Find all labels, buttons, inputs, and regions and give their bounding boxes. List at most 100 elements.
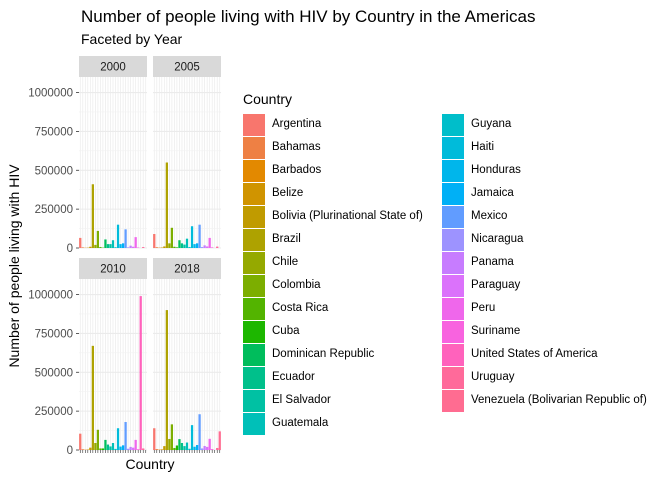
- bar-25: [139, 296, 142, 450]
- legend-swatch: [243, 160, 265, 182]
- legend-label: Honduras: [471, 164, 521, 176]
- bar-7: [168, 438, 171, 450]
- legend-swatch: [243, 344, 265, 366]
- bar-26: [216, 246, 219, 248]
- bar-24: [211, 247, 214, 248]
- bar-4: [160, 449, 163, 450]
- bar-27: [218, 431, 221, 450]
- legend-swatch: [243, 390, 265, 412]
- y-tick-label: 1000000: [28, 88, 73, 100]
- bar-20: [126, 247, 130, 248]
- bar-16: [190, 425, 194, 450]
- y-tick-label: 0: [67, 445, 73, 457]
- bar-1: [153, 428, 156, 450]
- bar-22: [132, 447, 135, 450]
- bar-1: [79, 237, 82, 248]
- chart-title: Number of people living with HIV by Coun…: [81, 7, 536, 26]
- bar-18: [195, 445, 199, 450]
- facet-strip: [153, 258, 221, 279]
- legend-swatch: [442, 367, 464, 389]
- bar-6: [165, 310, 168, 450]
- bar-20: [200, 448, 204, 450]
- legend-swatch: [442, 160, 464, 182]
- bar-18: [121, 445, 125, 450]
- bar-1: [153, 234, 156, 248]
- legend-label: Dominican Republic: [272, 348, 375, 360]
- bar-8: [170, 424, 174, 450]
- legend-swatch: [442, 114, 464, 136]
- bar-23: [208, 237, 211, 248]
- bar-16: [190, 226, 194, 248]
- bar-1: [79, 433, 82, 450]
- facet-label: 2000: [100, 62, 126, 74]
- legend-label: Jamaica: [471, 187, 514, 199]
- legend-label: Guatemala: [272, 417, 329, 429]
- bar-8: [96, 429, 100, 450]
- legend-swatch: [442, 321, 464, 343]
- bar-23: [208, 438, 211, 450]
- bar-11: [178, 240, 181, 248]
- y-tick-label: 500000: [35, 367, 73, 379]
- bar-2: [81, 247, 84, 248]
- bar-12: [106, 444, 110, 450]
- bar-22: [206, 446, 209, 450]
- bar-2: [155, 449, 158, 450]
- bar-18: [195, 243, 199, 248]
- bar-17: [119, 446, 122, 450]
- chart-subtitle: Faceted by Year: [81, 31, 183, 47]
- bar-13: [109, 446, 112, 450]
- legend-title: Country: [243, 91, 293, 107]
- bar-20: [200, 247, 204, 248]
- y-tick-label: 1000000: [28, 290, 73, 302]
- legend-label: Cuba: [272, 325, 300, 337]
- bar-12: [180, 443, 184, 450]
- legend-label: Uruguay: [471, 371, 515, 383]
- y-tick-label: 750000: [35, 126, 73, 138]
- bar-11: [178, 439, 181, 450]
- bar-26: [216, 447, 219, 450]
- bar-9: [173, 246, 176, 248]
- legend-label: Colombia: [272, 279, 321, 291]
- legend-label: Suriname: [471, 325, 521, 337]
- facet-strip: [79, 56, 147, 77]
- legend-swatch: [442, 275, 464, 297]
- bar-21: [203, 245, 206, 248]
- bar-14: [111, 240, 115, 248]
- bar-7: [94, 443, 97, 450]
- bar-21: [203, 445, 206, 450]
- bar-5: [89, 246, 92, 248]
- legend-swatch: [243, 183, 265, 205]
- bar-16: [116, 224, 120, 248]
- legend-label: Ecuador: [272, 371, 315, 383]
- legend-label: Costa Rica: [272, 302, 329, 314]
- bar-5: [163, 446, 166, 450]
- legend-label: Barbados: [272, 164, 322, 176]
- legend-swatch: [243, 252, 265, 274]
- bar-13: [183, 446, 186, 450]
- x-axis-title: Country: [125, 456, 175, 472]
- y-tick-label: 250000: [35, 406, 73, 418]
- bar-15: [114, 247, 117, 248]
- y-tick-label: 500000: [35, 165, 73, 177]
- bar-8: [170, 227, 174, 248]
- bar-15: [114, 448, 117, 450]
- bar-19: [124, 422, 127, 450]
- legend-swatch: [243, 206, 265, 228]
- bar-6: [91, 184, 94, 248]
- bar-10: [175, 247, 179, 248]
- bar-20: [126, 448, 130, 450]
- bar-22: [206, 246, 209, 248]
- bar-26: [142, 247, 145, 248]
- bar-16: [116, 428, 120, 450]
- legend-swatch: [243, 229, 265, 251]
- legend-label: Nicaragua: [471, 233, 524, 245]
- bar-5: [163, 246, 166, 248]
- bar-11: [104, 239, 107, 248]
- legend-label: Brazil: [272, 233, 301, 245]
- legend-label: United States of America: [471, 348, 598, 360]
- bar-18: [121, 243, 125, 248]
- legend-label: Venezuela (Bolivarian Republic of): [471, 394, 647, 406]
- bar-24: [211, 449, 214, 450]
- facet-strip: [79, 258, 147, 279]
